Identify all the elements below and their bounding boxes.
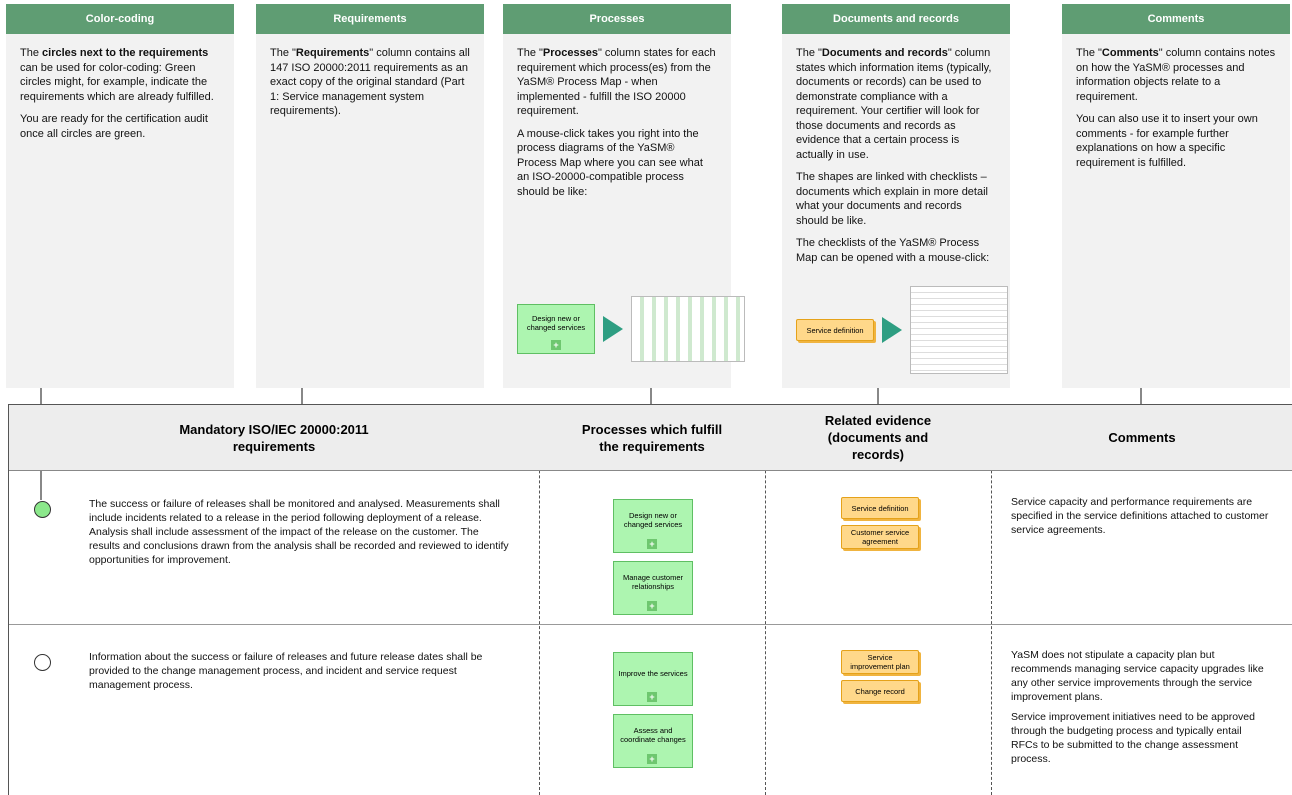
text-run: " column contains notes on how the YaSM®… [1076, 47, 1276, 103]
info-panel: Requirements The "Requirements" column co… [256, 4, 484, 388]
column-header: Related evidence (documents and records) [765, 405, 991, 471]
arrow [882, 317, 902, 343]
text-run: The " [270, 47, 296, 59]
panel-paragraph: You are ready for the certification audi… [20, 112, 220, 141]
panel-paragraph: A mouse-click takes you right into the p… [517, 127, 717, 200]
comment-text: YaSM does not stipulate a capacity plan … [1011, 649, 1264, 703]
info-panel: Color-coding The circles next to the requ… [6, 4, 234, 388]
panel-body: The "Processes" column states for each r… [503, 34, 731, 199]
process-shape: Design new or changed services [517, 304, 595, 354]
text-run: Documents and records [821, 47, 948, 59]
info-panel: Comments The "Comments" column contains n… [1062, 4, 1290, 388]
panel-title: Processes [503, 4, 731, 34]
process-shape: Assess and coordinate changes [613, 714, 693, 768]
thumbnail [910, 286, 1008, 374]
status-circle [34, 654, 51, 671]
text-run: Comments [1101, 47, 1159, 59]
shape-example: Service definition [796, 286, 1008, 374]
process-list: Design new or changed services Manage cus… [609, 499, 697, 615]
evidence-list: Service improvement plan Change record [837, 650, 923, 702]
text-run: You can also use it to insert your own c… [1076, 113, 1258, 169]
panel-title: Color-coding [6, 4, 234, 34]
panel-paragraph: The "Documents and records" column state… [796, 46, 996, 162]
text-run: The " [517, 47, 543, 59]
document-shape: Service improvement plan [841, 650, 919, 674]
text-run: The " [796, 47, 822, 59]
row-separator [9, 624, 1292, 625]
comments: Service capacity and performance require… [1011, 495, 1269, 543]
text-run: The shapes are linked with checklists – … [796, 171, 988, 227]
text-run: The checklists of the YaSM® Process Map … [796, 237, 990, 264]
panel-title: Documents and records [782, 4, 1010, 34]
text-run: " column contains all 147 ISO 20000:2011… [270, 47, 470, 117]
text-run: can be used for color-coding: Green circ… [20, 61, 214, 103]
panel-title: Comments [1062, 4, 1290, 34]
arrow [603, 316, 623, 342]
panel-paragraph: The "Requirements" column contains all 1… [270, 46, 470, 119]
requirement-text: Information about the success or failure… [89, 651, 483, 691]
text-run: A mouse-click takes you right into the p… [517, 127, 703, 198]
text-run: " column states which information items … [796, 47, 992, 161]
panel-body: The "Documents and records" column state… [782, 34, 1010, 265]
comment-text: Service capacity and performance require… [1011, 496, 1269, 536]
comments: YaSM does not stipulate a capacity plan … [1011, 648, 1269, 772]
info-panel: Processes The "Processes" column states f… [503, 4, 745, 388]
column-header: Comments [991, 405, 1292, 471]
status-circle [34, 501, 51, 518]
requirement-text: The success or failure of releases shall… [89, 498, 509, 566]
panel-paragraph: The shapes are linked with checklists – … [796, 170, 996, 228]
requirements-table: Mandatory ISO/IEC 20000:2011 requirement… [8, 404, 1292, 795]
shape-example: Design new or changed services [517, 296, 745, 362]
text-run: Requirements [295, 47, 370, 59]
comment-text: Service improvement initiatives need to … [1011, 711, 1255, 765]
thumbnail [631, 296, 745, 362]
panel-body: The "Comments" column contains notes on … [1062, 34, 1290, 170]
info-panel: Documents and records The "Documents and … [782, 4, 1010, 388]
process-shape: Design new or changed services [613, 499, 693, 553]
column-header: Processes which fulfill the requirements [539, 405, 765, 471]
text-run: circles next to the requirements [42, 47, 209, 59]
panel-paragraph: The "Processes" column states for each r… [517, 46, 717, 119]
panel-title: Requirements [256, 4, 484, 34]
process-list: Improve the services Assess and coordinat… [609, 652, 697, 768]
process-shape: Manage customer relationships [613, 561, 693, 615]
panel-body: The circles next to the requirements can… [6, 34, 234, 141]
document-shape: Customer service agreement [841, 525, 919, 549]
process-shape: Improve the services [613, 652, 693, 706]
evidence-list: Service definition Customer service agree… [837, 497, 923, 549]
panel-body: The "Requirements" column contains all 1… [256, 34, 484, 119]
panel-paragraph: You can also use it to insert your own c… [1076, 112, 1276, 170]
panel-paragraph: The checklists of the YaSM® Process Map … [796, 236, 996, 265]
document-shape: Change record [841, 680, 919, 702]
panel-paragraph: The "Comments" column contains notes on … [1076, 46, 1276, 104]
panel-paragraph: The circles next to the requirements can… [20, 46, 220, 104]
document-shape: Service definition [841, 497, 919, 519]
column-header: Mandatory ISO/IEC 20000:2011 requirement… [9, 405, 539, 471]
document-shape: Service definition [796, 319, 874, 341]
text-run: The [20, 47, 43, 59]
text-run: " column states for each requirement whi… [517, 47, 716, 117]
text-run: The " [1076, 47, 1102, 59]
text-run: You are ready for the certification audi… [20, 113, 208, 140]
text-run: Processes [542, 47, 598, 59]
